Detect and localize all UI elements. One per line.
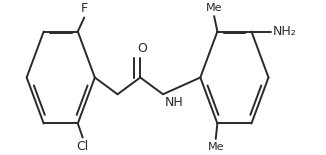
Text: O: O xyxy=(137,42,147,55)
Text: F: F xyxy=(81,2,88,15)
Text: Me: Me xyxy=(208,142,224,152)
Text: Me: Me xyxy=(206,3,222,13)
Text: NH: NH xyxy=(165,96,183,109)
Text: Cl: Cl xyxy=(77,140,89,153)
Text: NH₂: NH₂ xyxy=(273,25,296,38)
